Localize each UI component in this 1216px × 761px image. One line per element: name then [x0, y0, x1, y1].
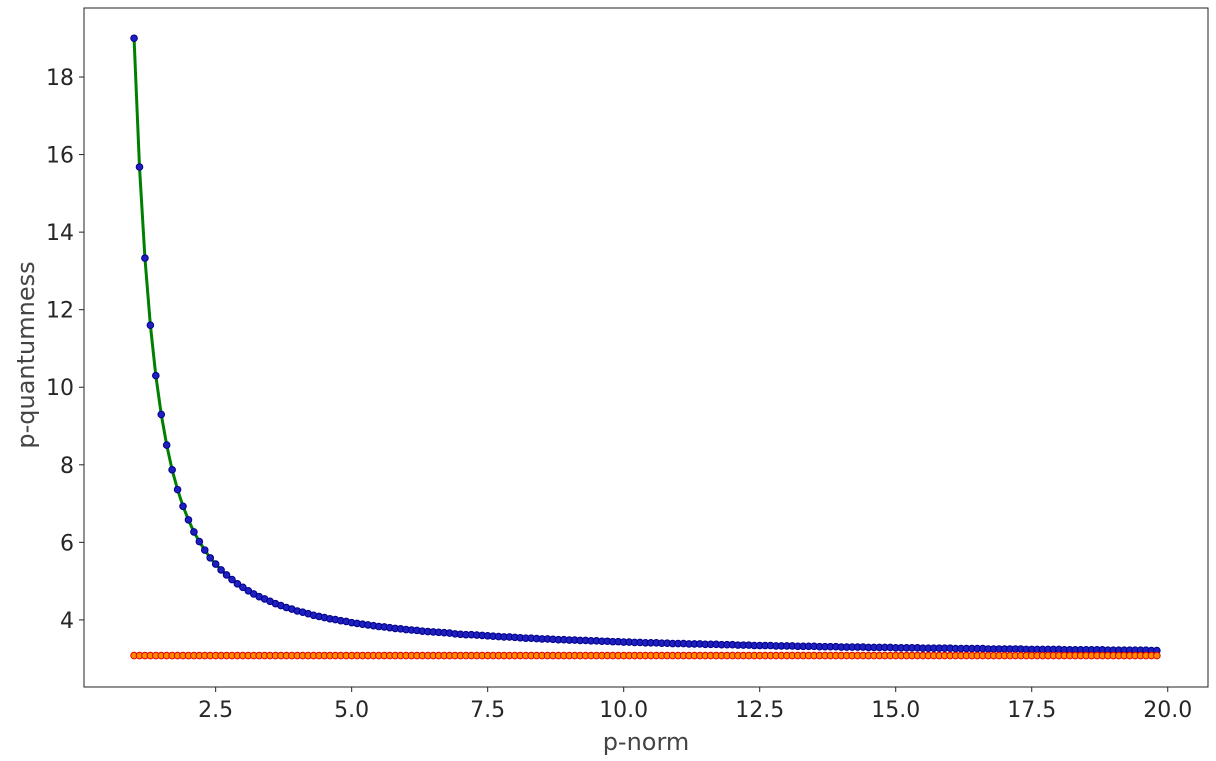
x-tick-label: 7.5 [470, 698, 505, 723]
data-point [200, 546, 209, 554]
data-point [222, 571, 231, 579]
y-tick-label: 12 [46, 299, 74, 324]
data-point [217, 566, 225, 574]
y-tick-label: 16 [46, 144, 74, 169]
y-tick-label: 8 [60, 454, 74, 479]
data-point [195, 537, 204, 546]
x-tick-label: 20.0 [1143, 698, 1192, 723]
data-point [190, 528, 198, 536]
x-tick-label: 17.5 [1007, 698, 1056, 723]
x-tick-label: 2.5 [198, 698, 233, 723]
data-point [157, 410, 166, 419]
data-point [228, 575, 236, 584]
y-tick-label: 4 [60, 609, 74, 634]
y-tick-label: 10 [46, 376, 74, 401]
data-point [206, 554, 215, 562]
data-point [141, 254, 149, 262]
data-point [184, 516, 193, 524]
x-tick-label: 5.0 [334, 698, 369, 723]
data-point [130, 34, 138, 43]
y-tick-label: 6 [60, 531, 74, 556]
data-point [146, 321, 155, 330]
plot-frame [83, 7, 1209, 688]
data-point [152, 371, 160, 380]
x-tick-label: 10.0 [599, 698, 648, 723]
x-tick-label: 12.5 [735, 698, 784, 723]
y-axis-label: p-quantumness [12, 261, 40, 448]
data-point [179, 502, 187, 511]
data-point [211, 560, 220, 568]
data-point [233, 580, 242, 588]
y-tick-label: 14 [46, 221, 74, 246]
x-tick-label: 15.0 [871, 698, 920, 723]
data-point [1153, 651, 1161, 660]
y-tick-label: 18 [46, 66, 74, 91]
data-point [239, 583, 247, 592]
data-point [135, 163, 144, 171]
data-point [168, 466, 176, 474]
x-axis-label: p-norm [603, 728, 690, 756]
data-point [162, 441, 171, 449]
series-line [132, 38, 1157, 653]
data-point [173, 485, 182, 494]
